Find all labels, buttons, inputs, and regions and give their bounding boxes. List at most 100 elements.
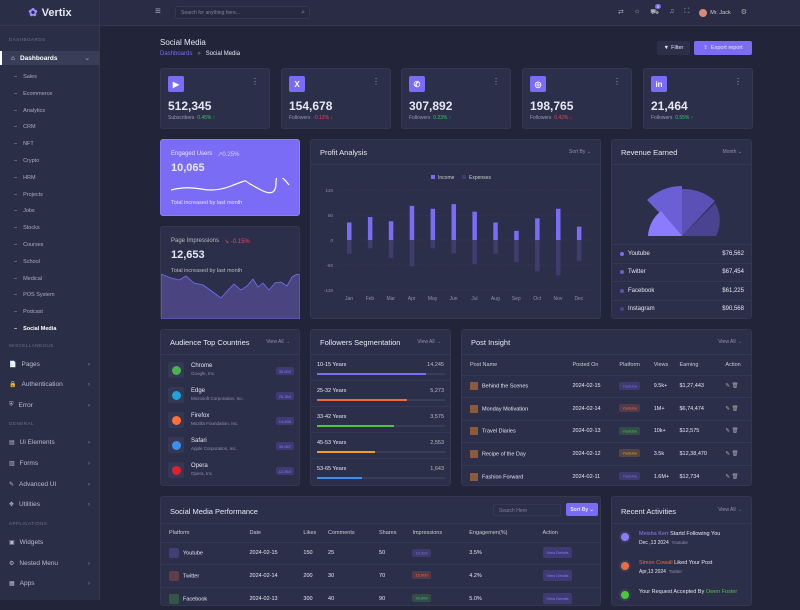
sidebar-item-forms[interactable]: ▥ Forms ›	[9, 459, 90, 467]
cart-icon[interactable]: ⛟ 5	[650, 4, 661, 16]
sidebar-subitem[interactable]: – Courses	[14, 242, 44, 248]
sidebar-subitem[interactable]: – Ecommerce	[14, 90, 53, 97]
income-bar	[514, 230, 519, 240]
sidebar-subitem[interactable]: – Podcast	[14, 309, 43, 316]
breadcrumb-link[interactable]: Dashboards	[160, 51, 193, 57]
progress-bar	[317, 399, 445, 401]
firefox-icon	[171, 415, 181, 425]
edit-icon[interactable]: ✎	[725, 383, 731, 390]
y-tick-label: -60	[326, 263, 333, 268]
sidebar-subitem[interactable]: – Jobs	[14, 208, 35, 215]
theme-icon[interactable]: ☼	[633, 8, 641, 15]
country-item: Opera Opera, Inc. 12,563	[168, 462, 294, 480]
x-tick-label: Feb	[366, 296, 375, 302]
search-input[interactable]: Search for anything here... ⌕	[175, 6, 310, 19]
expenses-bar	[493, 240, 498, 254]
income-bar	[535, 218, 540, 240]
view-all-link[interactable]: View All →	[718, 339, 742, 345]
sidebar-item-error[interactable]: ⛨ Error ›	[9, 401, 90, 409]
more-options-icon[interactable]: ⋮	[613, 77, 621, 86]
edit-icon[interactable]: ✎	[725, 428, 731, 435]
view-details-button[interactable]: View Details	[542, 592, 573, 604]
trash-icon[interactable]: 🗑	[731, 383, 739, 390]
trash-icon[interactable]: 🗑	[731, 450, 739, 457]
sidebar-subitem[interactable]: – School	[14, 258, 40, 265]
sidebar-subitem[interactable]: – NFT	[14, 141, 34, 148]
dot-icon	[620, 251, 624, 256]
sidebar-subitem[interactable]: – Crypto	[14, 158, 40, 164]
progress-bar	[317, 373, 445, 375]
sidebar-subitem[interactable]: – HRM	[14, 174, 36, 181]
sidebar-item-pages[interactable]: 📄 Pages ›	[9, 360, 90, 368]
more-options-icon[interactable]: ⋮	[251, 77, 259, 86]
sidebar-subitem[interactable]: – Sales	[14, 74, 37, 80]
expenses-bar	[451, 240, 456, 254]
section-label: APPLICATIONS	[9, 521, 48, 526]
sidebar: ✿ Vertix DASHBOARDS ⌂ Dashboards ⌄ – Sales – E…	[0, 0, 100, 600]
sidebar-item-dashboards[interactable]: ⌂ Dashboards ⌄	[0, 51, 100, 65]
expenses-bar	[388, 240, 394, 258]
view-details-button[interactable]: View Details	[542, 569, 573, 581]
search-icon[interactable]: ⌕	[301, 9, 305, 16]
export-report-button[interactable]: ⇪ Export report	[694, 41, 752, 55]
chevron-right-icon: ›	[87, 579, 90, 587]
expenses-bar	[472, 240, 477, 265]
bell-icon[interactable]: ♫	[669, 8, 675, 15]
legend-swatch	[431, 175, 435, 179]
sidebar-subitem[interactable]: – POS System	[14, 292, 55, 299]
country-item: Chrome Google, Inc. 35,502	[168, 362, 294, 380]
sidebar-subitem[interactable]: – Social Media	[14, 326, 57, 332]
sidebar-item-apps[interactable]: ▦ Apps ›	[9, 579, 90, 587]
revenue-item: Facebook $61,225	[612, 281, 752, 300]
performance-search-input[interactable]: Search Here	[493, 504, 561, 516]
menu-toggle-icon[interactable]: ≡	[155, 6, 161, 17]
more-options-icon[interactable]: ⋮	[492, 77, 500, 86]
column-header: Action	[542, 529, 558, 536]
sidebar-subitem[interactable]: – Medical	[14, 275, 43, 282]
trash-icon[interactable]: 🗑	[731, 405, 739, 412]
sidebar-item-widgets[interactable]: ▣ Widgets	[9, 538, 44, 546]
logo[interactable]: ✿ Vertix	[0, 0, 100, 26]
progress-bar	[317, 477, 445, 479]
trash-icon[interactable]: 🗑	[731, 473, 739, 480]
sidebar-subitem[interactable]: – Stocks	[14, 225, 40, 232]
view-all-link[interactable]: View All →	[266, 339, 290, 345]
more-options-icon[interactable]: ⋮	[734, 77, 742, 86]
sort-by-dropdown[interactable]: Sort By ⌄	[569, 149, 591, 155]
x-tick-label: Mar	[386, 296, 395, 302]
expenses-bar	[347, 240, 352, 254]
sidebar-item-utilities[interactable]: ✥ Utilities ›	[9, 500, 90, 508]
view-all-link[interactable]: View All →	[417, 339, 441, 345]
sidebar-subitem[interactable]: – Analytics	[14, 107, 46, 114]
fullscreen-icon[interactable]: ⛶	[684, 8, 690, 15]
edit-icon[interactable]: ✎	[725, 405, 731, 412]
table-row: Travel Diaries 2024-02-13 Youtube 10k+ $12,5…	[462, 420, 751, 443]
chevron-right-icon: ›	[87, 360, 90, 368]
linkedin-icon: in	[651, 76, 667, 92]
edit-icon[interactable]: ✎	[725, 450, 731, 457]
chevron-down-icon: ⌄	[84, 55, 90, 62]
month-dropdown[interactable]: Month ⌄	[722, 149, 743, 155]
dot-icon	[620, 288, 624, 293]
sort-by-button[interactable]: Sort By ⌄	[566, 503, 598, 516]
view-details-button[interactable]: View Details	[542, 547, 573, 559]
view-all-link[interactable]: View All →	[718, 507, 742, 513]
user-menu[interactable]: Mr. Jack	[699, 8, 731, 17]
sidebar-subitem[interactable]: – Projects	[14, 191, 43, 198]
income-bar	[430, 208, 436, 240]
more-options-icon[interactable]: ⋮	[372, 77, 380, 86]
sidebar-item-nested-menu[interactable]: ⚙ Nested Menu ›	[9, 559, 90, 567]
trash-icon[interactable]: 🗑	[731, 428, 739, 435]
settings-gear-icon[interactable]: ⚙	[740, 9, 748, 16]
sidebar-subitem[interactable]: – CRM	[14, 124, 36, 131]
filter-button[interactable]: ▼ Filter	[657, 41, 690, 55]
polar-segment-twitter	[647, 185, 682, 236]
followers-segmentation-card: Followers Segmentation View All → 10-15 …	[310, 329, 451, 486]
translate-icon[interactable]: ⇄	[618, 9, 624, 16]
legend-label: Expenses	[469, 175, 491, 181]
sidebar-item-advanced-ui[interactable]: ✎ Advanced UI ›	[9, 480, 90, 488]
edit-icon[interactable]: ✎	[725, 473, 731, 480]
x-tick-label: Nov	[554, 296, 563, 302]
sidebar-item-authentication[interactable]: 🔒 Authentication ›	[9, 380, 90, 388]
sidebar-item-ui-elements[interactable]: ▤ Ui Elements ›	[9, 438, 90, 446]
